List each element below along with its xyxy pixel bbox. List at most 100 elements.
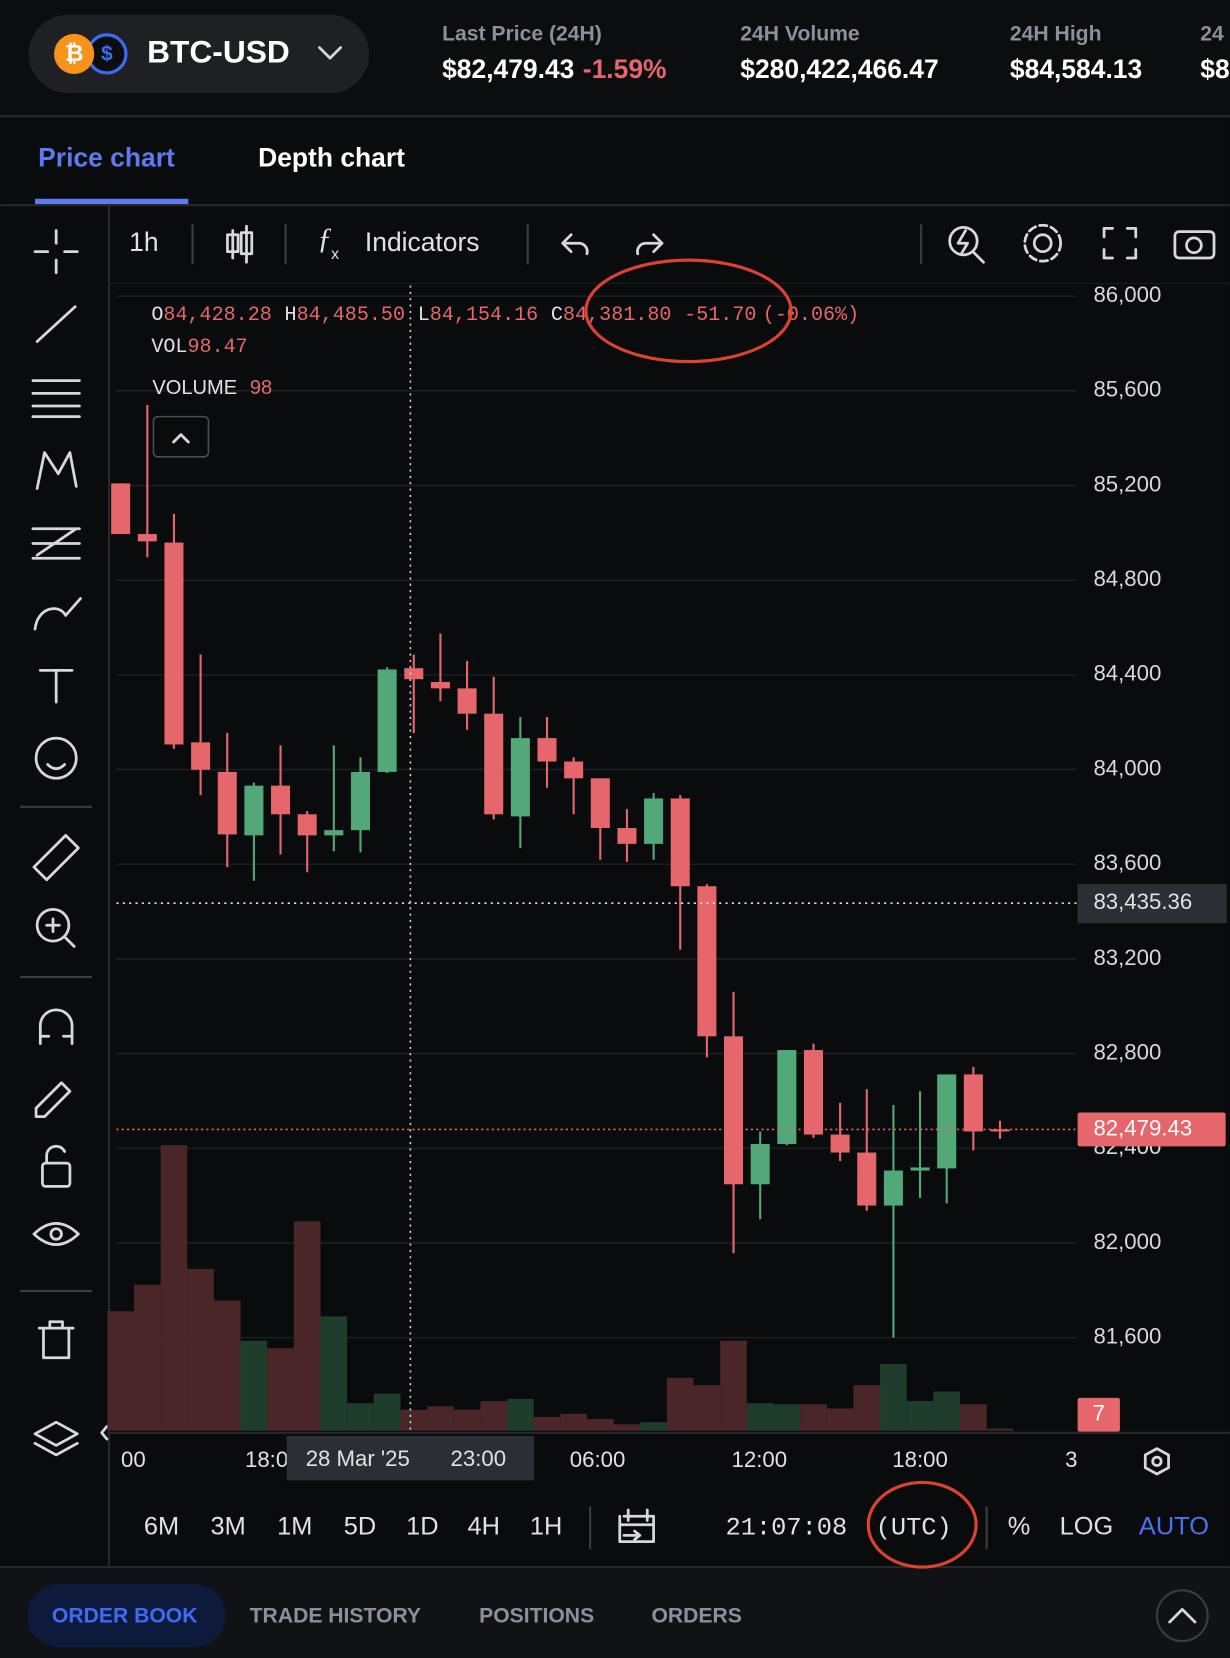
volume-bar — [960, 1404, 987, 1431]
volume-bar — [267, 1348, 294, 1431]
lock-drawing-tool[interactable] — [34, 1081, 72, 1118]
volume-bar — [586, 1419, 614, 1431]
interval[interactable]: 1h — [129, 227, 158, 257]
crosshair-date: 28 Mar '25 — [306, 1446, 410, 1471]
projection-tool[interactable] — [31, 527, 81, 560]
candle-body — [910, 1167, 930, 1171]
brush-tool[interactable] — [33, 597, 82, 631]
legend-label: C — [551, 304, 563, 327]
stat-value: $8 — [1200, 54, 1229, 84]
range-button[interactable]: 3M — [211, 1513, 246, 1541]
zoom-tool[interactable] — [35, 907, 71, 943]
range-button[interactable]: 4H — [467, 1513, 499, 1541]
pair-selector[interactable]: $ ₿ BTC-USD — [28, 14, 370, 94]
pattern-tool[interactable] — [35, 451, 78, 490]
indicators-button[interactable]: Indicators — [365, 227, 480, 257]
emoji-tool[interactable] — [34, 736, 78, 780]
candle-type-button[interactable] — [226, 233, 240, 254]
percent-button[interactable]: % — [1008, 1513, 1031, 1541]
tab-active[interactable]: Price chart — [38, 143, 175, 173]
range-button[interactable]: 1D — [406, 1513, 438, 1541]
stat-value: $84,584.13 — [1010, 54, 1142, 84]
candle-body — [697, 886, 717, 1037]
range-button[interactable]: 1H — [530, 1513, 562, 1541]
candle-body — [164, 542, 184, 745]
go-to-date-button[interactable] — [618, 1508, 655, 1544]
x-tick-label: 06:00 — [570, 1447, 626, 1472]
volume-bar — [906, 1401, 934, 1431]
range-button[interactable]: 5D — [344, 1513, 376, 1541]
axis-settings-button[interactable] — [1143, 1447, 1170, 1476]
y-tick-label: 82,000 — [1093, 1229, 1161, 1254]
stat-label: Last Price (24H) — [442, 22, 602, 45]
candle-body — [963, 1074, 983, 1132]
candle-body — [324, 830, 344, 836]
candle-body — [297, 814, 317, 836]
crosshair-tool[interactable] — [33, 229, 79, 275]
expand-button[interactable] — [1155, 1589, 1209, 1643]
candle-body — [537, 738, 557, 762]
layers-tool[interactable] — [33, 1420, 79, 1457]
bottom-tab[interactable]: POSITIONS — [479, 1604, 594, 1627]
x-tick-label: 12:00 — [732, 1447, 788, 1472]
legend-label: VOLUME — [152, 377, 237, 399]
candle-icon — [239, 231, 254, 256]
crosshair-time: 23:00 — [451, 1446, 507, 1471]
ruler-tool[interactable] — [32, 833, 80, 882]
fib-tool[interactable] — [31, 379, 81, 418]
stat-value: $280,422,466.47 — [740, 54, 938, 84]
bottom-tab[interactable]: TRADE HISTORY — [250, 1604, 421, 1627]
candles — [111, 405, 1010, 1338]
volume-bar — [853, 1385, 881, 1431]
delete-tool[interactable] — [37, 1320, 75, 1360]
candle-body — [724, 1036, 744, 1185]
x-axis: 00 18:0 06:00 12:00 18:00 3 — [121, 1447, 1077, 1472]
legend-change-pct: (-0.06%) — [763, 304, 859, 327]
candle-body — [111, 483, 131, 535]
volume-bar — [427, 1406, 454, 1431]
collapse-arrow[interactable] — [100, 1425, 109, 1441]
tab[interactable]: Depth chart — [258, 143, 405, 173]
undo-button[interactable] — [561, 233, 589, 256]
y-tick-label: 81,600 — [1093, 1323, 1161, 1348]
redo-button[interactable] — [636, 233, 664, 256]
auto-button[interactable]: AUTO — [1139, 1513, 1209, 1541]
volume-bar — [293, 1221, 321, 1431]
fullscreen-button[interactable] — [1102, 227, 1138, 260]
tab-pill[interactable] — [27, 1583, 226, 1648]
lock-tool[interactable] — [41, 1161, 72, 1188]
log-button[interactable]: LOG — [1060, 1513, 1114, 1541]
stat-change: -1.59% — [583, 54, 667, 84]
volume-bar — [213, 1300, 241, 1431]
volume-bar — [533, 1416, 561, 1431]
visibility-tool[interactable] — [32, 1222, 80, 1246]
zoom-glyph — [45, 917, 76, 948]
volume-bar — [720, 1340, 747, 1431]
screenshot-button[interactable] — [1173, 230, 1216, 260]
tab-underline — [35, 198, 189, 205]
vol-legend: VOL98.47 — [151, 336, 247, 359]
collapse-legend-button[interactable] — [152, 415, 210, 458]
bottom-tab[interactable]: ORDERS — [651, 1604, 741, 1627]
magnet-tool[interactable] — [38, 1008, 74, 1046]
candle-body — [564, 761, 584, 779]
trend-line-tool[interactable] — [35, 305, 77, 343]
settings-button[interactable] — [1032, 233, 1053, 254]
legend-value: 84,381.80 — [563, 304, 671, 327]
emoji-smile — [46, 763, 66, 771]
text-tool[interactable] — [38, 669, 74, 704]
pair-pill[interactable] — [28, 14, 370, 94]
range-button[interactable]: 6M — [144, 1513, 179, 1541]
candle-body — [137, 534, 157, 542]
x-tick-label: 3 — [1065, 1447, 1077, 1472]
candle-body — [191, 742, 211, 770]
legend-change: -51.70 — [684, 304, 756, 327]
alert-button[interactable] — [948, 225, 979, 257]
y-tick-label: 84,400 — [1093, 661, 1161, 686]
range-bar: 6M 3M 1M 5D 1D 4H 1H 21:07:08 (UTC) % LO… — [144, 1506, 1209, 1550]
bottom-tab-active[interactable]: ORDER BOOK — [52, 1604, 198, 1627]
timezone-button[interactable]: (UTC) — [876, 1514, 952, 1543]
range-button[interactable]: 1M — [277, 1513, 312, 1541]
volume-bar — [133, 1284, 161, 1431]
